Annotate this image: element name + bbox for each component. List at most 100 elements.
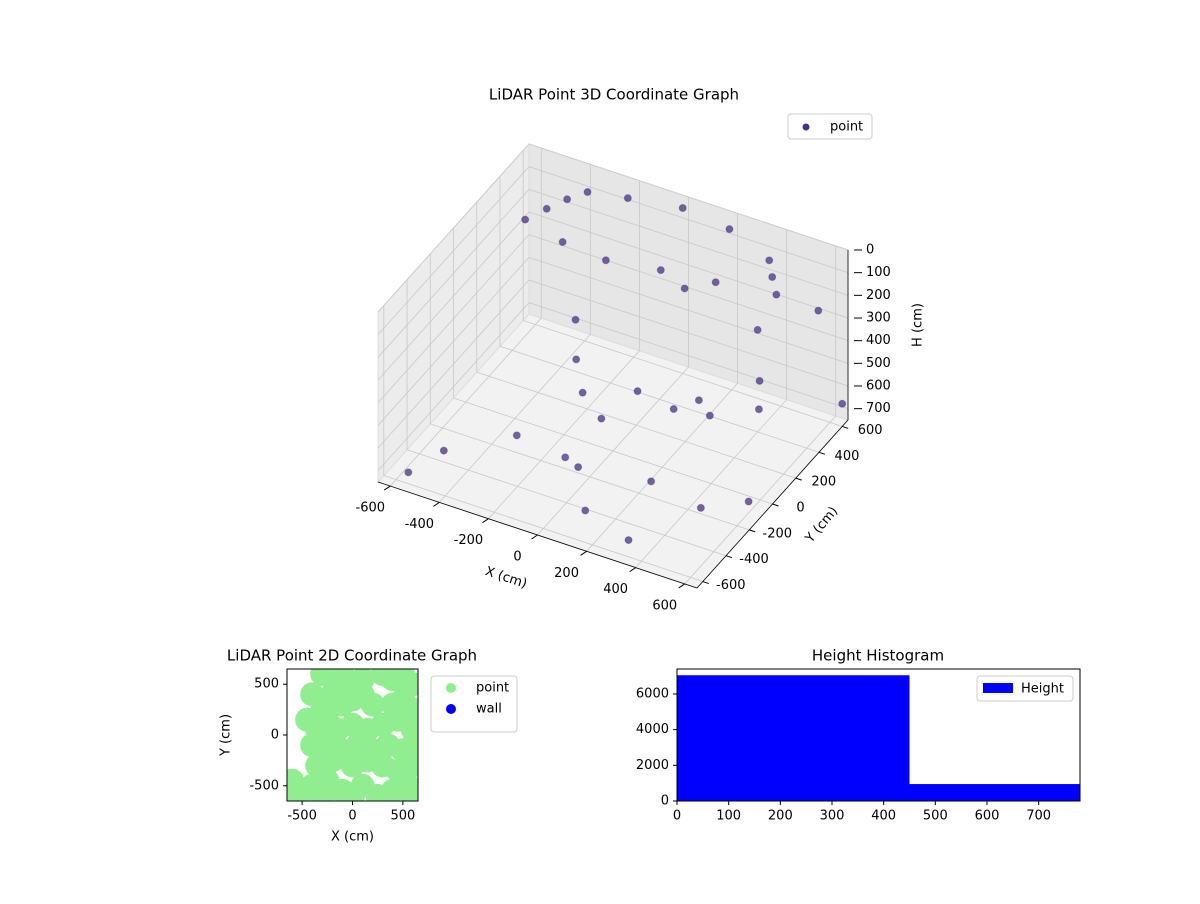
data-point (678, 203, 687, 212)
data-point (583, 188, 592, 197)
data-point (558, 238, 567, 247)
data-point (669, 405, 678, 414)
tick-mark (678, 583, 686, 589)
data-point (287, 783, 305, 801)
data-point (574, 463, 583, 472)
data-point (694, 396, 703, 405)
x-tick-label: 400 (603, 582, 628, 597)
z-tick-label: 300 (866, 311, 891, 326)
data-point (725, 225, 734, 234)
tick-mark (725, 555, 733, 559)
grid-line (528, 188, 849, 296)
x-tick-label: -500 (287, 809, 317, 824)
legend-marker (802, 123, 810, 131)
x-tick-label: 100 (716, 809, 741, 824)
data-point (400, 733, 418, 758)
x-tick-label: -600 (356, 501, 386, 516)
z-tick-label: 100 (866, 265, 891, 280)
x-tick-label: 0 (673, 809, 681, 824)
data-point (838, 399, 847, 408)
grid-line (528, 234, 849, 342)
legend-marker (446, 704, 456, 714)
y-tick-label: -200 (763, 526, 793, 541)
grid-line (377, 279, 530, 449)
y-axis-label: Y (cm) (219, 714, 234, 757)
y-tick-label: 0 (271, 728, 279, 743)
grid-line (528, 302, 849, 410)
data-point (680, 284, 689, 293)
data-point (601, 256, 610, 265)
legend-marker (446, 683, 456, 693)
y-tick-label: -500 (249, 778, 279, 793)
tick-mark (749, 529, 756, 533)
y-tick-label: 0 (796, 501, 804, 516)
grid-line (528, 166, 849, 274)
grid-line (430, 423, 750, 531)
data-point (623, 194, 632, 203)
data-point (310, 785, 335, 801)
x-tick-label: 500 (923, 809, 948, 824)
data-point (696, 503, 705, 512)
tick-mark (795, 477, 802, 481)
z-tick-label: 500 (866, 356, 891, 371)
grid-line (453, 397, 773, 505)
grid-line (528, 256, 849, 364)
legend-label: point (830, 120, 863, 135)
data-point (753, 325, 762, 334)
data-point (340, 785, 365, 801)
x-axis-label: X (cm) (483, 564, 529, 592)
data-point (624, 536, 633, 545)
data-point (360, 692, 385, 717)
x-tick-label: 600 (652, 598, 677, 613)
axis-line (696, 419, 849, 589)
data-point (755, 376, 764, 385)
tick-mark (818, 451, 826, 455)
y-tick-label: -400 (739, 552, 769, 567)
data-point (542, 204, 551, 213)
data-point (768, 273, 777, 282)
z-tick-label: 200 (866, 288, 891, 303)
y-tick-label: -600 (716, 578, 746, 593)
x-axis-label: X (cm) (331, 830, 374, 845)
data-point (744, 497, 753, 506)
data-point (597, 414, 606, 423)
x-tick-label: 700 (1026, 809, 1051, 824)
x-tick-label: 600 (975, 809, 1000, 824)
x-tick-label: 0 (348, 809, 356, 824)
y-tick-label: 500 (254, 677, 279, 692)
data-point (814, 306, 823, 315)
axis-line (377, 481, 698, 589)
legend-box (976, 675, 1074, 702)
y-tick-label: 200 (811, 475, 836, 490)
y-tick-label: 600 (858, 423, 883, 438)
y-tick-label: 6000 (636, 686, 669, 701)
grid-line (377, 166, 530, 335)
bar (677, 675, 910, 801)
z-tick-label: 600 (866, 379, 891, 394)
data-point (563, 195, 572, 204)
data-point (711, 278, 720, 287)
data-point (572, 355, 581, 364)
tick-mark (433, 501, 440, 507)
chart-title: Height Histogram (812, 647, 944, 665)
data-point (647, 477, 656, 486)
grid-line (499, 345, 820, 453)
x-tick-label: -400 (405, 517, 435, 532)
z-axis-label: H (cm) (911, 303, 926, 347)
data-point (400, 785, 418, 801)
y-tick-label: 2000 (636, 758, 669, 773)
tick-mark (531, 534, 538, 540)
tick-mark (772, 503, 779, 507)
grid-line (377, 143, 530, 313)
grid-line (383, 475, 703, 582)
data-point (521, 215, 530, 224)
data-point (633, 387, 642, 396)
legend-marker (983, 683, 1013, 693)
data-point (772, 290, 781, 299)
grid-line (406, 449, 727, 557)
x-tick-label: 500 (390, 809, 415, 824)
data-point (581, 506, 590, 515)
x-tick-label: 300 (820, 809, 845, 824)
data-point (571, 315, 580, 324)
grid-line (377, 302, 530, 471)
